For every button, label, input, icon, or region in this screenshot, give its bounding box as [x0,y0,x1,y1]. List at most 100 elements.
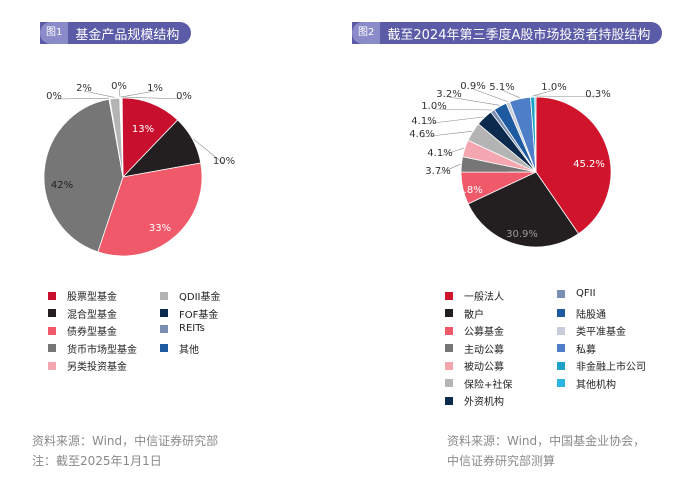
leader-line [535,95,599,98]
data-label: 2% [76,83,92,94]
legend-item: REITs [160,323,205,334]
slice-0 [535,96,612,235]
legend-swatch [48,291,56,300]
leader-line [448,96,500,106]
data-label: 0.9% [460,81,485,92]
legend-label: 散户 [464,309,484,321]
legend-item: 公募基金 [445,323,504,338]
legend-item: 保险+社保 [445,376,512,391]
legend-label: 保险+社保 [464,379,513,391]
legend-item: FOF基金 [160,306,218,321]
legend-label: 债券型基金 [67,327,117,338]
legend-label: FOF基金 [179,309,219,321]
legend-swatch [557,361,565,370]
data-label: 30.9% [506,229,538,240]
leader-line [121,96,185,100]
data-label: 1.0% [541,82,566,93]
figure-badge: 图2 [352,22,381,44]
legend-item: 陆股通 [557,306,606,321]
leader-line [83,90,115,98]
legend-swatch [160,309,168,317]
legend-swatch [557,326,565,335]
chart-header: 图1 基金产品规模结构 [40,22,192,44]
data-label: 7.8% [457,185,482,196]
legend-swatch [445,344,453,352]
slice-12 [534,96,537,173]
pie-chart-investor-structure: 45.2%30.9%7.8%3.7%4.1%4.6%4.1%1.0%3.2%0.… [409,81,612,248]
leader-line [120,90,156,98]
legend-label: 外资机构 [464,397,504,408]
data-label: 4.1% [411,116,436,127]
legend-item: 主动公募 [445,341,504,356]
legend-item: 其他机构 [557,376,616,391]
legend-label: 其他 [179,344,199,356]
legend-item: 散户 [445,306,484,321]
legend-swatch [48,361,56,370]
legend-item: 股票型基金 [48,288,117,303]
data-label: 4.6% [409,129,434,140]
slice-8 [120,97,124,178]
chart-title: 截至2024年第三季度A股市场投资者持股结构 [387,27,651,43]
legend-swatch [445,396,453,405]
leader-line [501,89,520,99]
legend-item: 类平准基金 [557,323,626,338]
legend-item: 货币市场型基金 [48,341,137,356]
legend-item: 混合型基金 [48,306,117,321]
leader-line [437,163,461,175]
legend-label: QFII [576,288,596,299]
data-label: 45.2% [573,159,605,170]
legend-swatch [445,379,453,387]
legend-label: 公募基金 [464,327,504,338]
leader-line [423,116,484,125]
chart-panel-fund-structure: 图1 基金产品规模结构 13% 10% 33% 42% 0% 2% 0% 1% 0% 股票型基金… [32,22,235,468]
legend-label: REITs [179,323,205,334]
legend-item: 其他 [160,341,199,356]
source-note: 资料来源：Wind，中国基金业协会， 中信证券研究部测算 [447,434,646,468]
leader-line [472,88,508,102]
legend-item: 非金融上市公司 [557,358,646,373]
legend-swatch [445,326,453,335]
legend-label: 类平准基金 [576,327,626,338]
data-label: 5.1% [489,82,514,93]
data-label: 3.2% [436,89,461,100]
data-label: 1% [147,83,163,94]
legend-swatch [557,344,565,352]
legend-label: 股票型基金 [67,292,117,303]
legend-label: 非金融上市公司 [576,362,646,373]
legend-swatch [160,324,168,333]
chart-title: 基金产品规模结构 [75,27,180,43]
legend-swatch [445,291,453,300]
data-label: 0% [46,91,62,102]
data-label: 33% [149,223,171,234]
slice-3 [43,98,124,253]
legend-label: 被动公募 [464,362,504,373]
data-label: 0% [176,91,192,102]
legend-swatch [48,326,56,335]
legend-label: 一般法人 [464,292,504,303]
legend-swatch [48,309,56,317]
legend-label: 主动公募 [464,344,504,356]
legend-label: 混合型基金 [67,309,117,321]
legend-item: QDII基金 [160,288,220,303]
data-label: 3.7% [425,166,450,177]
data-label: 0% [111,81,127,92]
legend-item: QFII [557,288,596,299]
figure-badge: 图1 [40,22,69,44]
legend-label: 货币市场型基金 [67,344,137,356]
legend-label: 陆股通 [576,309,606,321]
legend-swatch [160,291,168,300]
legend-item: 一般法人 [445,288,504,303]
legend-swatch [445,361,453,370]
legend-item: 外资机构 [445,393,504,408]
legend-label: 其他机构 [576,379,616,391]
chart-panel-investor-structure: 图2 截至2024年第三季度A股市场投资者持股结构 45.2% 30.9% 7.8%… [350,0,700,492]
legend-swatch [48,344,56,352]
data-label: 4.1% [427,148,452,159]
data-label: 13% [132,124,154,135]
leader-line [421,131,472,138]
legend-swatch [557,379,565,387]
data-label: 42% [51,180,73,191]
data-label: 1.0% [421,101,446,112]
legend-label: 另类投资基金 [67,362,127,373]
source-note: 资料来源：Wind，中信证券研究部 注：截至2025年1月1日 [32,434,219,468]
